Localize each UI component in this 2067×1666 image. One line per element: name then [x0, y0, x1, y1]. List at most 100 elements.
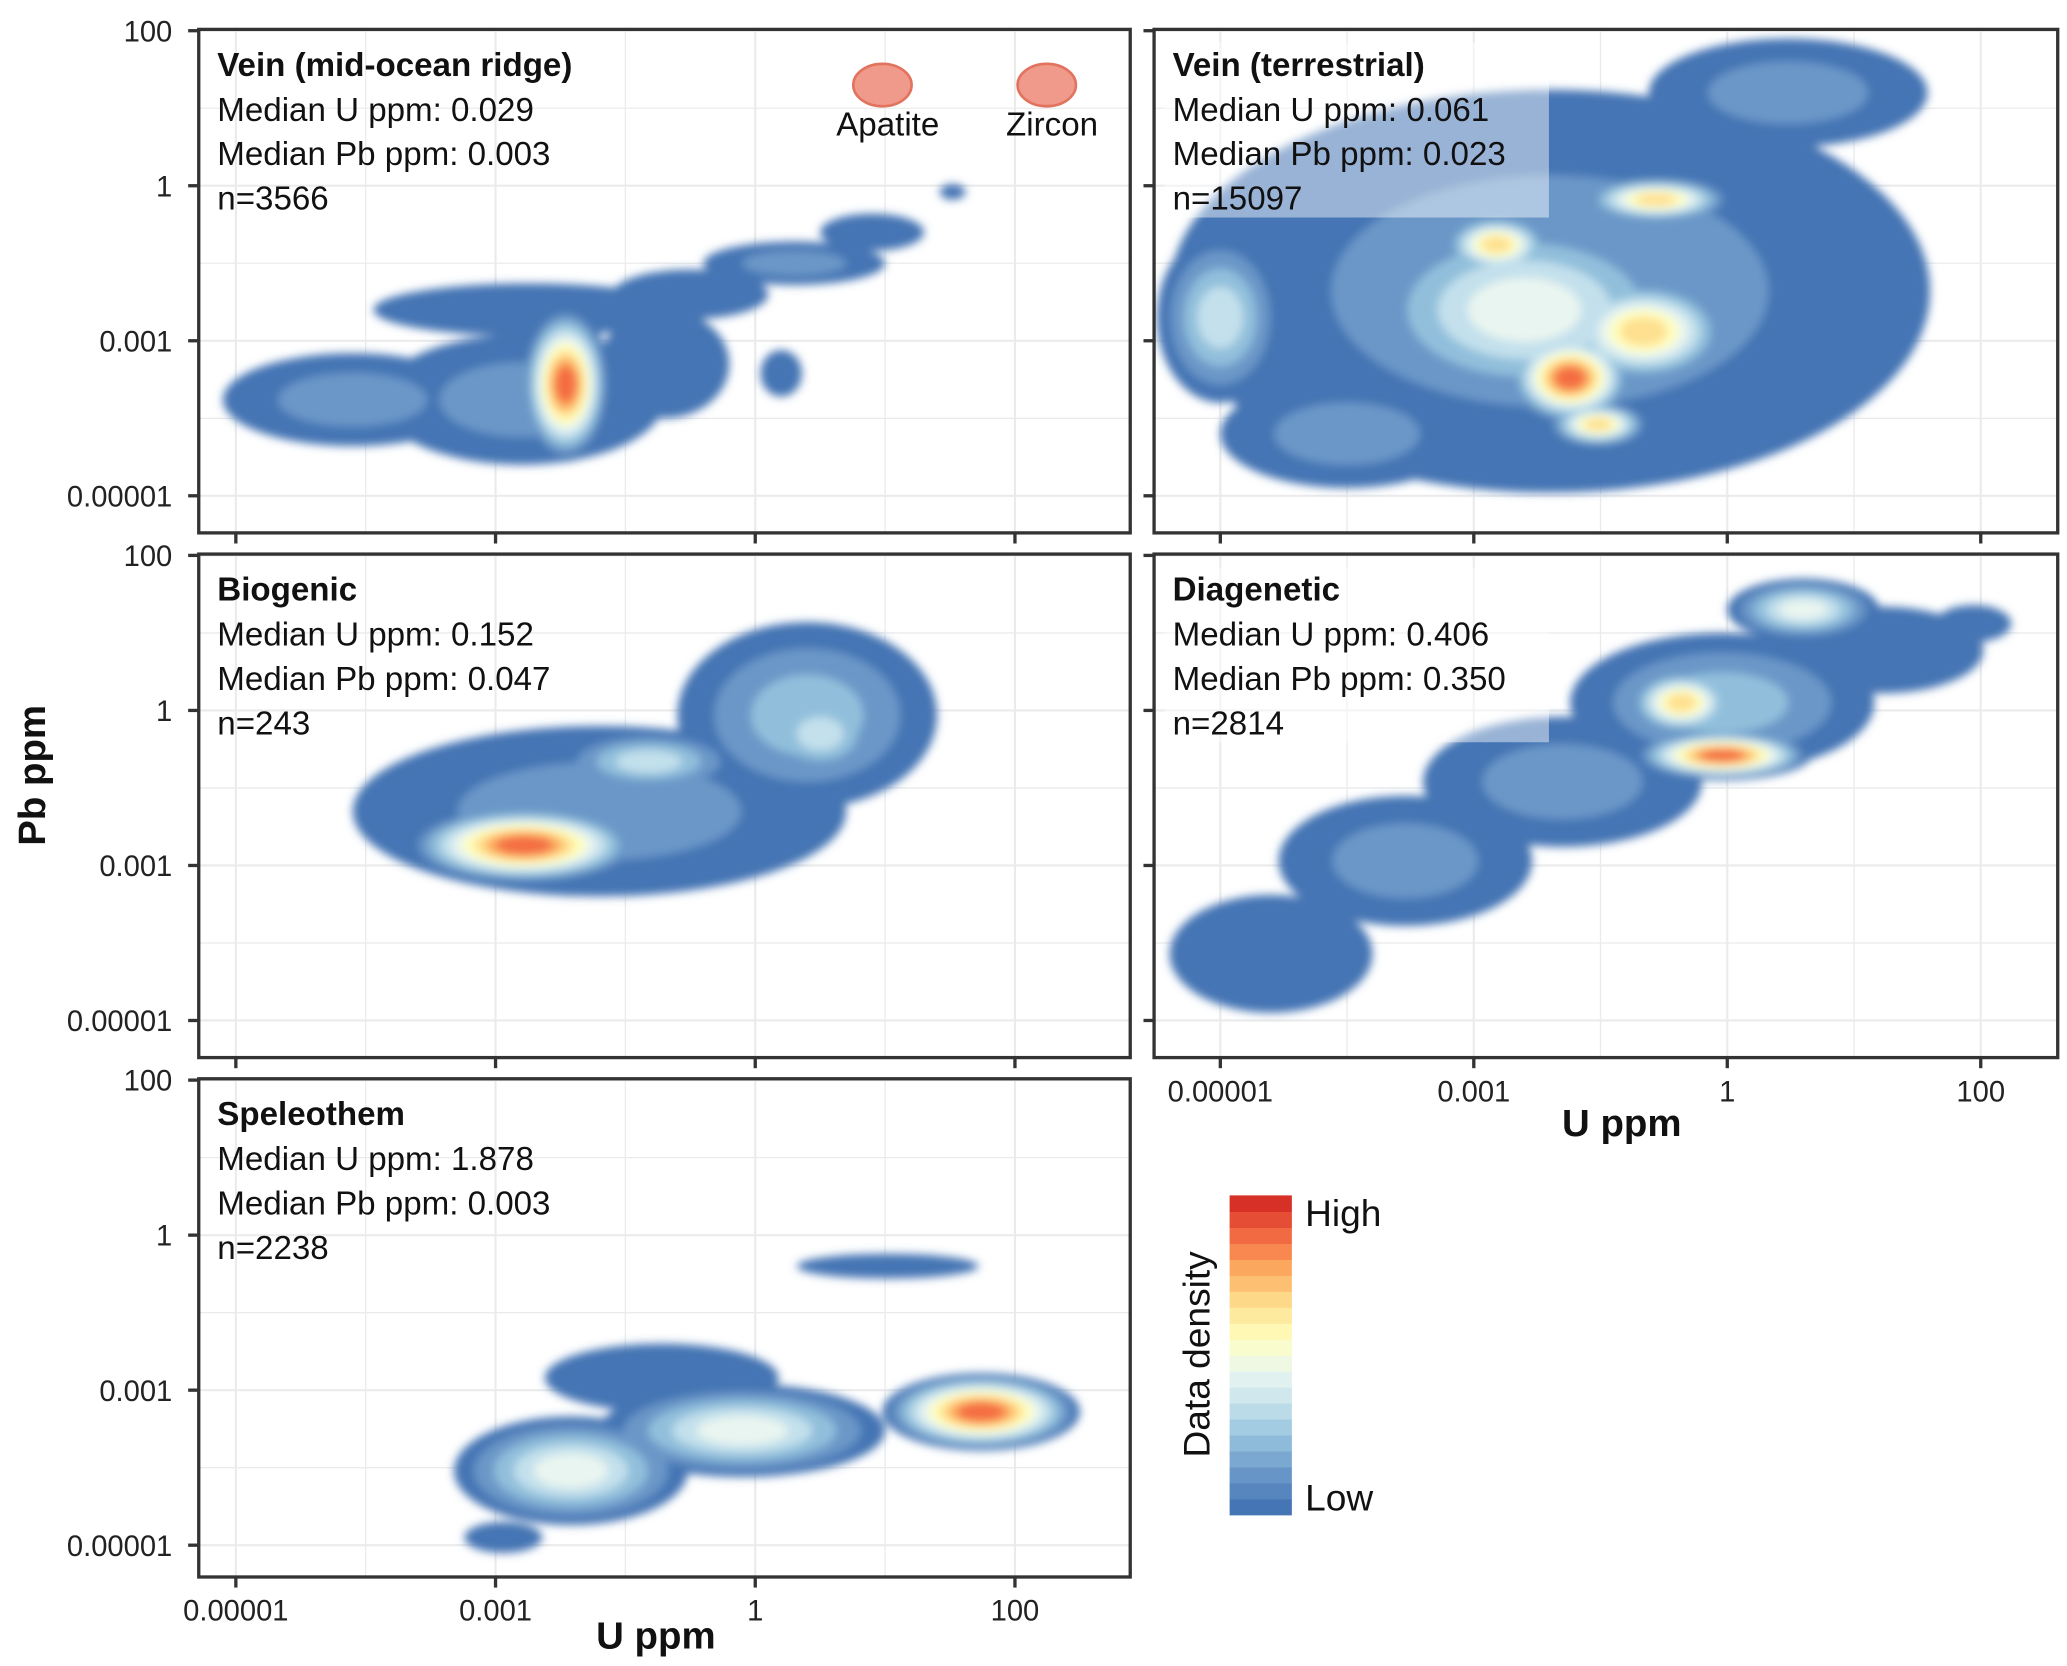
panel-vein-terrestrial: Vein (terrestrial) Median U ppm: 0.061 Med…	[1143, 27, 2060, 544]
legend-low-label: Low	[1305, 1477, 1373, 1519]
density-level-1-feature-3	[1274, 402, 1420, 465]
density-level-6-feature-8	[1635, 193, 1677, 207]
legend-swatch	[1229, 1243, 1292, 1260]
legend-high-label: High	[1305, 1192, 1381, 1234]
density-level-0-feature-7	[760, 350, 802, 397]
density-level-8-feature-4	[495, 835, 553, 855]
legend-swatch	[1229, 1450, 1292, 1468]
density-contours	[1156, 38, 1931, 493]
x-axis-title-right: U ppm	[1562, 1102, 1681, 1145]
panel-title: Biogenic	[217, 571, 357, 608]
reference-label: Zircon	[1006, 106, 1098, 143]
x-tick-label: 0.00001	[183, 1596, 288, 1628]
density-level-0-feature-8	[939, 184, 966, 200]
density-level-0-feature-4	[796, 1253, 979, 1279]
density-contours	[453, 1253, 1080, 1553]
x-axis-title-left: U ppm	[596, 1615, 715, 1658]
legend-swatch	[1229, 1498, 1292, 1516]
density-level-6-feature-9	[1584, 418, 1612, 431]
y-tick-label: 0.001	[99, 326, 172, 358]
panel-stat: Median U ppm: 0.406	[1173, 617, 1490, 654]
density-level-3-feature-3	[615, 750, 682, 773]
panel-stat: Median U ppm: 0.029	[217, 92, 534, 129]
density-level-1-feature-1	[1707, 61, 1869, 124]
x-tick-label: 1	[747, 1596, 763, 1628]
y-tick-label: 0.00001	[67, 1006, 172, 1038]
y-tick-label: 100	[124, 1066, 173, 1098]
panel-stat: Median U ppm: 0.061	[1173, 92, 1490, 129]
panel-stat: Median Pb ppm: 0.047	[217, 661, 550, 698]
legend-swatch	[1229, 1386, 1292, 1404]
y-tick-label: 1	[156, 171, 172, 203]
y-tick-label: 0.00001	[67, 1531, 172, 1563]
density-contours	[222, 184, 966, 465]
panel-stat: n=2814	[1173, 705, 1284, 742]
panel-stat: Median U ppm: 0.152	[217, 617, 534, 654]
panel-stat: Median Pb ppm: 0.003	[217, 1186, 550, 1223]
legend-swatch	[1229, 1291, 1292, 1308]
density-level-4-feature-6	[1778, 599, 1828, 620]
panel-stat: Median Pb ppm: 0.350	[1173, 661, 1506, 698]
annotation-backdrop	[1164, 42, 1549, 218]
x-tick-label: 0.00001	[1168, 1076, 1273, 1108]
panel-stat: Median U ppm: 1.878	[217, 1141, 534, 1178]
panel-title: Diagenetic	[1173, 571, 1340, 608]
density-level-4-feature-4	[1467, 277, 1582, 343]
panel-border	[197, 552, 1132, 1060]
legend-colorbar	[1229, 1195, 1292, 1516]
panel-biogenic: Biogenic Median U ppm: 0.152 Median Pb ppm…	[67, 541, 1132, 1069]
legend-swatch	[1229, 1323, 1292, 1340]
legend-swatch	[1229, 1211, 1292, 1228]
density-level-0-feature-5	[464, 1521, 543, 1553]
panel-stat: Median Pb ppm: 0.003	[217, 136, 550, 173]
density-level-6-feature-7	[1481, 236, 1512, 254]
panel-border	[197, 1077, 1132, 1579]
density-level-0-feature-3	[612, 269, 769, 320]
legend-swatch	[1229, 1355, 1292, 1372]
x-tick-label: 100	[991, 1596, 1040, 1628]
density-level-8-feature-8	[1700, 749, 1744, 762]
density-level-0-feature-5	[1935, 605, 2012, 643]
y-tick-label: 0.001	[99, 851, 172, 883]
legend-swatch	[1229, 1259, 1292, 1276]
panels: Vein (mid-ocean ridge) Median U ppm: 0.02…	[67, 16, 2060, 1628]
density-level-3-feature-2	[796, 716, 844, 751]
panel-border	[197, 27, 1132, 535]
panel-border	[1152, 552, 2060, 1060]
panel-border	[1152, 27, 2060, 535]
density-contours	[352, 622, 938, 897]
density-level-8-feature-9	[554, 365, 577, 404]
density-level-0-feature-5	[820, 213, 925, 251]
y-tick-label: 0.00001	[67, 481, 172, 513]
reference-label: Apatite	[836, 106, 939, 143]
density-level-0-feature-6	[599, 309, 730, 419]
legend-swatch	[1229, 1418, 1292, 1436]
legend-swatch	[1229, 1275, 1292, 1292]
legend-swatch	[1229, 1371, 1292, 1388]
y-tick-label: 100	[124, 541, 173, 573]
panel-stat: Median Pb ppm: 0.023	[1173, 136, 1506, 173]
density-level-4-feature-0	[533, 1453, 609, 1489]
y-tick-label: 0.001	[99, 1376, 172, 1408]
density-level-0-feature-0	[1169, 894, 1373, 1013]
panel-title: Vein (mid-ocean ridge)	[217, 47, 572, 84]
density-level-6-feature-5	[1619, 316, 1668, 347]
density-level-1-feature-4	[741, 250, 847, 276]
legend-swatch	[1229, 1195, 1292, 1213]
legend-swatch	[1229, 1482, 1292, 1500]
density-level-8-feature-3	[957, 1402, 1006, 1422]
x-tick-label: 100	[1956, 1076, 2005, 1108]
density-contours	[1169, 578, 2012, 1013]
panel-stat: n=15097	[1173, 181, 1303, 218]
density-level-4-feature-1	[696, 1415, 788, 1446]
color-legend: High Low Data density	[1176, 1192, 1382, 1519]
y-tick-label: 1	[156, 1221, 172, 1253]
x-tick-label: 0.001	[1437, 1076, 1510, 1108]
density-level-6-feature-7	[1666, 693, 1697, 712]
legend-swatch	[1229, 1466, 1292, 1484]
reference-point-zircon	[1016, 62, 1078, 108]
y-tick-label: 1	[156, 696, 172, 728]
legend-swatch	[1229, 1339, 1292, 1356]
panel-stat: n=2238	[217, 1230, 328, 1267]
legend-swatch	[1229, 1434, 1292, 1452]
